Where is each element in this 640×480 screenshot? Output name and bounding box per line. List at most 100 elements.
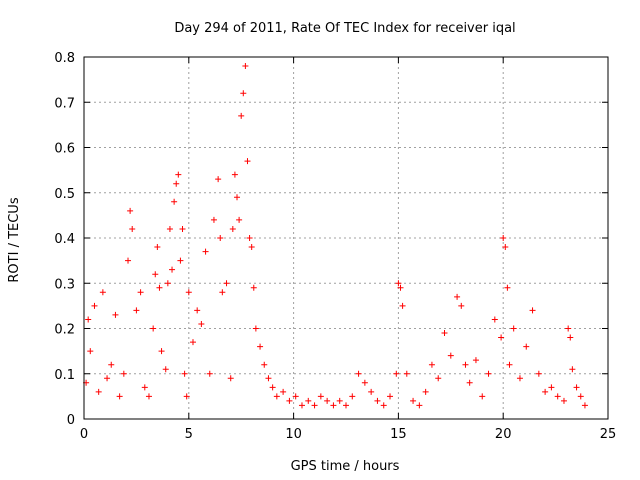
data-point (162, 366, 169, 373)
data-point (127, 207, 134, 214)
data-point (91, 302, 98, 309)
data-point (183, 393, 190, 400)
data-point (234, 194, 241, 201)
data-point (261, 361, 268, 368)
data-point (554, 393, 561, 400)
data-point (380, 402, 387, 409)
data-point (504, 284, 511, 291)
y-tick-label: 0.6 (54, 142, 75, 157)
data-point (535, 370, 542, 377)
data-point (498, 334, 505, 341)
data-point (166, 225, 173, 232)
data-point (99, 289, 106, 296)
x-tick-label: 20 (495, 427, 512, 442)
data-point (286, 397, 293, 404)
data-point (542, 388, 549, 395)
data-point (231, 171, 238, 178)
data-point (422, 388, 429, 395)
data-point (410, 397, 417, 404)
data-point (458, 302, 465, 309)
data-point (219, 289, 226, 296)
data-point (265, 375, 272, 382)
data-point (154, 244, 161, 251)
data-point (257, 343, 264, 350)
y-tick-label: 0.7 (54, 96, 75, 111)
data-point (173, 180, 180, 187)
data-point (523, 343, 530, 350)
data-point (573, 384, 580, 391)
y-tick-label: 0.1 (54, 368, 75, 383)
data-point (500, 235, 507, 241)
data-point (248, 244, 255, 251)
x-tick-label: 10 (285, 427, 302, 442)
data-point (169, 266, 176, 273)
data-point (104, 375, 111, 382)
data-point (447, 352, 454, 359)
data-point (479, 393, 486, 400)
data-point (428, 361, 435, 368)
data-point (569, 366, 576, 373)
data-point (152, 271, 159, 278)
data-point (246, 235, 253, 241)
data-point (491, 316, 498, 323)
data-point (95, 388, 102, 395)
data-point (150, 325, 157, 332)
data-point (269, 384, 276, 391)
data-point (198, 320, 205, 327)
data-point (252, 325, 259, 332)
y-tick-label: 0.3 (54, 277, 75, 292)
data-point (374, 397, 381, 404)
grid-lines (84, 57, 608, 419)
data-point (397, 284, 404, 291)
data-point (355, 370, 362, 377)
data-point (472, 357, 479, 364)
data-point (206, 370, 213, 377)
data-point (227, 375, 234, 382)
data-point (280, 388, 287, 395)
data-point (548, 384, 555, 391)
data-point (181, 370, 188, 377)
data-point (112, 311, 119, 318)
x-tick-label: 0 (80, 427, 88, 442)
data-point (129, 225, 136, 232)
data-points (83, 63, 588, 409)
data-point (510, 325, 517, 332)
data-point (171, 198, 178, 205)
data-point (311, 402, 318, 409)
data-point (361, 379, 368, 386)
data-point (85, 316, 92, 323)
data-point (454, 293, 461, 300)
data-point (242, 63, 249, 70)
x-tick-label: 5 (185, 427, 193, 442)
data-point (236, 216, 243, 223)
data-point (125, 257, 132, 264)
data-point (462, 361, 469, 368)
data-point (158, 348, 165, 355)
data-point (368, 388, 375, 395)
data-point (387, 393, 394, 400)
data-point (317, 393, 324, 400)
data-point (466, 379, 473, 386)
data-point (87, 348, 94, 355)
data-point (185, 289, 192, 296)
data-point (403, 370, 410, 377)
data-point (565, 325, 572, 332)
data-point (156, 284, 163, 291)
data-point (441, 330, 448, 337)
y-tick-label: 0.5 (54, 187, 75, 202)
data-point (393, 370, 400, 377)
data-point (581, 402, 588, 409)
data-point (330, 402, 337, 409)
data-point (120, 370, 127, 377)
x-axis-label: GPS time / hours (291, 459, 400, 474)
data-point (210, 216, 217, 223)
data-point (179, 225, 186, 232)
data-point (395, 280, 402, 287)
y-tick-label: 0 (67, 413, 75, 428)
data-point (485, 370, 492, 377)
data-point (250, 284, 257, 291)
data-point (108, 361, 115, 368)
data-point (416, 402, 423, 409)
